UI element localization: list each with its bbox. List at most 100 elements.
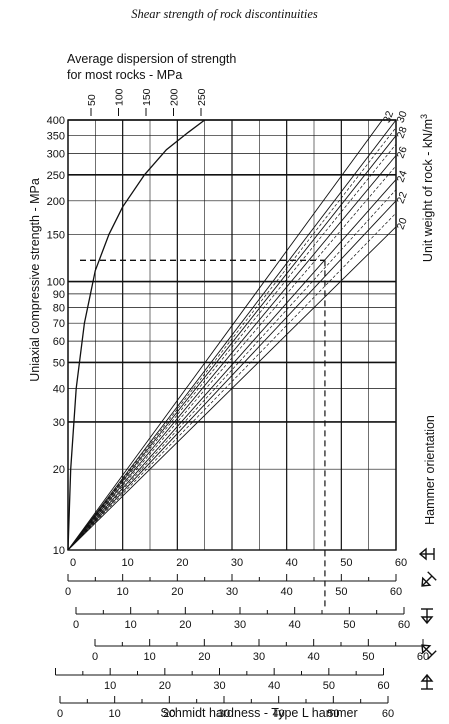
example-reading bbox=[80, 259, 326, 610]
orientation-scales: 0 10 20 30 40 50 60 0 10 20 30 40 50 60 0 10 20 30 40 50 60 1… bbox=[55, 547, 437, 720]
scale-tick-label: 10 bbox=[104, 680, 116, 692]
hammer-icon bbox=[421, 644, 437, 660]
dispersion-tick-label: 50 bbox=[86, 94, 98, 106]
y-tick-label: 20 bbox=[53, 464, 65, 476]
scale-tick-label: 60 bbox=[390, 586, 402, 598]
y-tick-label: 200 bbox=[47, 196, 65, 208]
x-tick-label: 30 bbox=[231, 557, 243, 569]
unit-weight-label: 24 bbox=[395, 169, 410, 184]
unit-weight-line bbox=[67, 226, 397, 551]
scale-tick-label: 30 bbox=[253, 651, 265, 663]
y-tick-label: 60 bbox=[53, 336, 65, 348]
unit-weight-label: 28 bbox=[395, 125, 410, 140]
dispersion-curve-group: 50 100 150 200 250 bbox=[67, 88, 208, 551]
scale-tick-label: 60 bbox=[417, 651, 429, 663]
unit-weight-line bbox=[67, 127, 397, 551]
scale-tick-label: 30 bbox=[226, 586, 238, 598]
scale-tick-label: 50 bbox=[327, 708, 339, 720]
scale-tick-label: 20 bbox=[159, 680, 171, 692]
scale-tick-label: 10 bbox=[125, 619, 137, 631]
x-tick-label: 10 bbox=[122, 557, 134, 569]
unit-weight-line bbox=[67, 143, 397, 551]
scale-tick-label: 20 bbox=[171, 586, 183, 598]
scale-tick-label: 0 bbox=[92, 651, 98, 663]
scale-tick-label: 10 bbox=[109, 708, 121, 720]
top-label-line-1: Average dispersion of strength bbox=[67, 52, 236, 66]
y-tick-label: 40 bbox=[53, 383, 65, 395]
hammer-icon bbox=[420, 608, 434, 625]
y-tick-label: 30 bbox=[53, 417, 65, 429]
unit-weight-label: 30 bbox=[395, 109, 410, 124]
scale-tick-label: 0 bbox=[65, 586, 71, 598]
unit-weight-line bbox=[67, 155, 397, 551]
scale-tick-label: 50 bbox=[362, 651, 374, 663]
plot-frame bbox=[67, 119, 397, 551]
x-axis: 0 10 20 30 40 50 60 bbox=[70, 557, 407, 569]
scale-tick-label: 10 bbox=[117, 586, 129, 598]
scale-tick-label: 40 bbox=[289, 619, 301, 631]
top-label-line-2: for most rocks - MPa bbox=[67, 68, 182, 82]
hammer-icon bbox=[421, 571, 437, 587]
scale-tick-label: 50 bbox=[343, 619, 355, 631]
scale-tick-label: 60 bbox=[398, 619, 410, 631]
y-tick-label: 50 bbox=[53, 357, 65, 369]
y-axis-label: Uniaxial compressive strength - MPa bbox=[28, 178, 42, 382]
unit-weight-line bbox=[67, 119, 397, 551]
dispersion-tick-label: 100 bbox=[114, 88, 126, 106]
axis-labels: Schmidt hardness - Type L hammer Uniaxial… bbox=[28, 114, 437, 720]
scale-tick-label: 0 bbox=[73, 619, 79, 631]
scale-tick-label: 40 bbox=[281, 586, 293, 598]
dispersion-tick-label: 150 bbox=[141, 88, 153, 106]
y-tick-label: 300 bbox=[47, 149, 65, 161]
unit-weight-label: 20 bbox=[395, 216, 410, 231]
dispersion-tick-label: 200 bbox=[169, 88, 181, 106]
y-tick-label: 150 bbox=[47, 229, 65, 241]
scale-tick-label: 40 bbox=[273, 708, 285, 720]
unit-weight-label: 22 bbox=[395, 190, 410, 205]
scale-tick-label: 50 bbox=[323, 680, 335, 692]
unit-weight-line bbox=[67, 212, 397, 551]
y-tick-label: 250 bbox=[47, 170, 65, 182]
page-header-title: Shear strength of rock discontinuities bbox=[131, 7, 318, 21]
top-label: Average dispersion of strength for most r… bbox=[67, 52, 236, 82]
unit-weight-label: 32 bbox=[381, 109, 396, 124]
x-tick-label: 50 bbox=[340, 557, 352, 569]
unit-weight-line bbox=[67, 165, 397, 551]
y-tick-label: 10 bbox=[53, 545, 65, 557]
unit-weight-line bbox=[67, 119, 383, 551]
y-tick-label: 400 bbox=[47, 115, 65, 127]
scale-tick-label: 40 bbox=[268, 680, 280, 692]
unit-weight-line bbox=[67, 179, 397, 551]
scale-tick-label: 20 bbox=[179, 619, 191, 631]
x-tick-label: 20 bbox=[176, 557, 188, 569]
scale-tick-label: 50 bbox=[335, 586, 347, 598]
x-tick-label: 0 bbox=[70, 557, 76, 569]
orientation-label: Hammer orientation bbox=[423, 415, 437, 525]
unit-weight-line bbox=[67, 189, 397, 551]
dispersion-tick-label: 250 bbox=[196, 88, 208, 106]
scale-tick-label: 30 bbox=[234, 619, 246, 631]
unit-weight-label: 26 bbox=[395, 145, 410, 160]
scale-tick-label: 30 bbox=[218, 708, 230, 720]
y-tick-label: 80 bbox=[53, 303, 65, 315]
x-tick-label: 40 bbox=[286, 557, 298, 569]
y-tick-label: 90 bbox=[53, 289, 65, 301]
x-tick-label: 60 bbox=[395, 557, 407, 569]
scale-tick-label: 20 bbox=[163, 708, 175, 720]
right-axis-label: Unit weight of rock - kN/m3 bbox=[419, 114, 435, 262]
scale-tick-label: 60 bbox=[382, 708, 394, 720]
y-tick-label: 350 bbox=[47, 131, 65, 143]
x-axis-label: Schmidt hardness - Type L hammer bbox=[160, 706, 357, 720]
scale-tick-label: 40 bbox=[308, 651, 320, 663]
scale-tick-label: 0 bbox=[57, 708, 63, 720]
scale-tick-label: 10 bbox=[144, 651, 156, 663]
unit-weight-line bbox=[67, 200, 397, 551]
hammer-icon bbox=[420, 673, 434, 690]
y-tick-label: 70 bbox=[53, 318, 65, 330]
hammer-icon bbox=[418, 547, 435, 561]
dispersion-curve bbox=[67, 119, 206, 551]
scale-tick-label: 30 bbox=[213, 680, 225, 692]
